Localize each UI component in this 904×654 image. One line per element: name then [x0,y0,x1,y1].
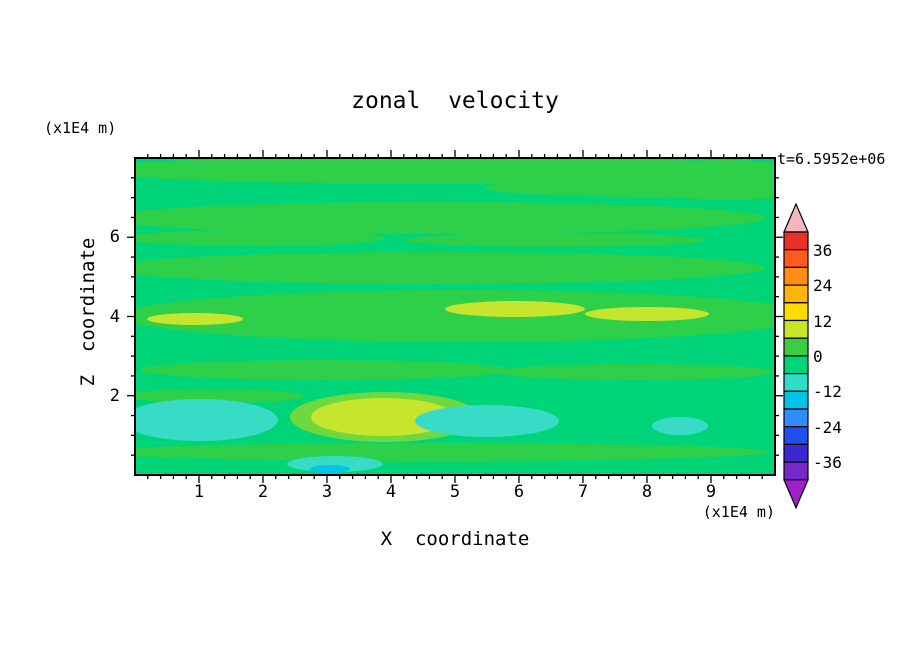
colorbar-segment [783,302,809,322]
contour-band [135,389,305,403]
contour-band [310,465,350,473]
contour-band [135,202,765,234]
colorbar-segment [783,319,809,339]
chart-title: zonal velocity [351,88,559,114]
colorbar-segment [783,284,809,304]
x-axis-title: X coordinate [380,528,530,550]
colorbar-segment [783,426,809,445]
plot-frame [134,157,776,476]
colorbar-segment [783,249,809,269]
colorbar-segment [783,390,809,410]
colorbar-segment [783,231,809,251]
contour-band [405,233,705,247]
contour-band [630,160,775,200]
contour-band [415,405,559,437]
x-axis-tick-label: 1 [193,482,205,502]
colorbar-tick-label: -12 [813,382,842,402]
contour-band [135,230,385,246]
x-axis-tick-label: 7 [577,482,589,502]
contour-band [495,364,775,380]
contour-band [445,301,585,317]
colorbar-tick-label: -36 [813,453,842,473]
colorbar-under-arrow [783,479,809,509]
x-axis-tick-label: 2 [257,482,269,502]
colorbar-tick-label: 0 [813,346,823,366]
contour-band [135,399,278,441]
contour-band [135,443,770,461]
colorbar-segment [783,408,809,428]
colorbar-segment [783,355,809,375]
contour-band [652,417,708,435]
colorbar-tick-label: 36 [813,240,833,260]
colorbar-tick-label: 12 [813,311,833,331]
contour-field [135,158,775,475]
y-axis-unit-label: (x1E4 m) [44,119,117,137]
x-axis-tick-label: 3 [321,482,333,502]
y-axis-tick-label: 6 [109,227,120,248]
colorbar-segment [783,461,809,481]
x-axis-tick-label: 6 [513,482,525,502]
y-axis-tick-label: 4 [109,306,120,327]
y-axis-tick-label: 2 [109,385,120,406]
colorbar-segment [783,373,809,392]
x-axis-tick-label: 5 [449,482,461,502]
colorbar-tick-label: 24 [813,276,833,296]
colorbar [783,203,809,509]
contour-band [147,313,243,325]
colorbar-segment [783,443,809,463]
contour-plot-area [127,150,783,483]
contour-band [135,252,765,284]
x-axis-tick-label: 9 [705,482,717,502]
colorbar-segment [783,266,809,286]
colorbar-segment [783,337,809,357]
contour-band [135,158,775,184]
colorbar-tick-label: -24 [813,417,842,437]
time-annotation: t=6.5952e+06 [777,150,886,168]
contour-band [140,360,510,380]
contour-band [135,290,775,342]
x-axis-tick-label: 4 [385,482,397,502]
x-axis-unit-label: (x1E4 m) [702,503,775,521]
contour-band [585,307,709,321]
x-axis-tick-label: 8 [641,482,653,502]
colorbar-over-arrow [783,203,809,233]
contour-band [311,398,455,436]
